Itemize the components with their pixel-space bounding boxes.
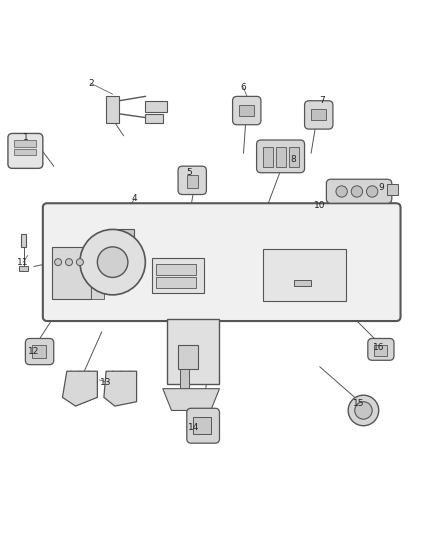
Bar bbox=[387, 183, 397, 195]
Text: 8: 8 bbox=[290, 155, 296, 164]
FancyBboxPatch shape bbox=[367, 338, 393, 360]
Text: 13: 13 bbox=[100, 377, 112, 386]
Bar bbox=[262, 249, 345, 301]
Circle shape bbox=[335, 186, 346, 197]
Polygon shape bbox=[62, 371, 97, 406]
Bar bbox=[32, 345, 46, 358]
Text: 7: 7 bbox=[318, 96, 324, 105]
Text: 14: 14 bbox=[187, 423, 198, 432]
Bar bbox=[156, 264, 195, 275]
Polygon shape bbox=[162, 389, 219, 410]
Bar bbox=[117, 229, 134, 256]
Bar bbox=[152, 258, 204, 293]
FancyBboxPatch shape bbox=[232, 96, 260, 125]
Bar bbox=[156, 277, 195, 288]
Bar bbox=[145, 101, 167, 111]
Circle shape bbox=[76, 259, 83, 265]
Polygon shape bbox=[104, 371, 136, 406]
Bar bbox=[239, 105, 253, 116]
Text: 12: 12 bbox=[28, 347, 40, 356]
Bar bbox=[289, 148, 298, 167]
Bar bbox=[106, 96, 119, 123]
Text: 5: 5 bbox=[186, 168, 191, 177]
Text: 2: 2 bbox=[88, 79, 93, 88]
Text: 6: 6 bbox=[240, 83, 246, 92]
Bar bbox=[311, 109, 325, 120]
Circle shape bbox=[97, 247, 127, 277]
Bar bbox=[193, 417, 210, 434]
Circle shape bbox=[366, 186, 377, 197]
Bar bbox=[51, 247, 91, 299]
FancyBboxPatch shape bbox=[25, 338, 53, 365]
Text: 9: 9 bbox=[377, 183, 383, 192]
Text: 11: 11 bbox=[18, 257, 29, 266]
Bar bbox=[167, 319, 219, 384]
FancyBboxPatch shape bbox=[178, 166, 206, 195]
Text: 16: 16 bbox=[372, 343, 384, 352]
Bar bbox=[14, 140, 36, 147]
Bar bbox=[293, 280, 311, 286]
Text: 15: 15 bbox=[353, 399, 364, 408]
Bar bbox=[21, 234, 26, 247]
Text: 1: 1 bbox=[22, 133, 28, 142]
Circle shape bbox=[54, 259, 61, 265]
Circle shape bbox=[350, 186, 362, 197]
Bar bbox=[262, 148, 272, 167]
Bar bbox=[14, 149, 36, 155]
FancyBboxPatch shape bbox=[325, 179, 391, 203]
Bar bbox=[178, 345, 197, 369]
Text: 4: 4 bbox=[131, 195, 137, 204]
Bar bbox=[145, 114, 162, 123]
Bar bbox=[19, 265, 28, 271]
Circle shape bbox=[347, 395, 378, 426]
Text: 10: 10 bbox=[313, 201, 325, 210]
Bar bbox=[186, 175, 197, 188]
Circle shape bbox=[354, 402, 371, 419]
Circle shape bbox=[65, 259, 72, 265]
FancyBboxPatch shape bbox=[304, 101, 332, 129]
Circle shape bbox=[80, 229, 145, 295]
FancyBboxPatch shape bbox=[43, 203, 399, 321]
FancyBboxPatch shape bbox=[256, 140, 304, 173]
Bar bbox=[276, 148, 285, 167]
Bar bbox=[374, 345, 386, 356]
FancyBboxPatch shape bbox=[186, 408, 219, 443]
FancyBboxPatch shape bbox=[8, 133, 43, 168]
Bar bbox=[91, 247, 104, 299]
Bar bbox=[180, 369, 188, 389]
